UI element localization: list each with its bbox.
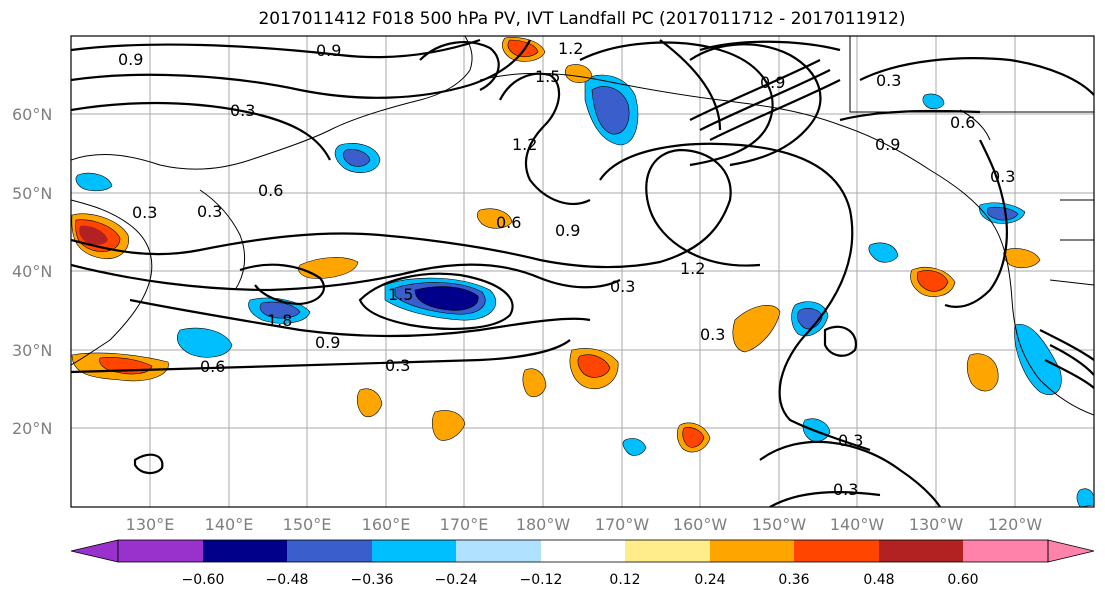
contour-label: 0.6 [496, 213, 521, 232]
contour-label: 0.3 [385, 356, 410, 375]
lon-label: 150°W [752, 515, 807, 534]
lat-label: 50°N [12, 184, 52, 203]
contour-label: 0.3 [197, 202, 222, 221]
colorbar-tick-label: −0.48 [266, 572, 309, 588]
lat-label: 30°N [12, 341, 52, 360]
colorbar-tick-label: −0.12 [520, 572, 563, 588]
lon-label: 130°W [909, 515, 964, 534]
contour-label: 0.3 [230, 101, 255, 120]
contour-label: 0.9 [315, 333, 340, 352]
longitude-labels: 130°E 140°E 150°E 160°E 170°E 180°W 170°… [126, 515, 1043, 534]
colorbar-tick-label: 0.36 [778, 572, 809, 588]
lat-label: 60°N [12, 105, 52, 124]
map-frame [70, 35, 1095, 508]
colorbar-tick-label: −0.36 [351, 572, 394, 588]
lon-label: 130°E [126, 515, 175, 534]
colorbar-bin [287, 540, 372, 562]
colorbar-bin [203, 540, 287, 562]
contour-label: 0.6 [258, 181, 283, 200]
lon-label: 150°E [283, 515, 332, 534]
colorbar-tick-label: −0.24 [435, 572, 478, 588]
contour-label: 1.2 [512, 135, 537, 154]
colorbar-bin [794, 540, 879, 562]
contour-label: 1.8 [267, 311, 292, 330]
contour-label: 1.5 [535, 67, 560, 86]
contour-label: 0.3 [876, 71, 901, 90]
contour-label: 0.3 [990, 167, 1015, 186]
lon-label: 170°E [440, 515, 489, 534]
lon-label: 160°E [362, 515, 411, 534]
map-panel: 0.9 0.9 1.2 1.5 0.3 0.6 0.3 1.2 0.6 0.9 … [70, 35, 1095, 508]
lat-label: 40°N [12, 262, 52, 281]
colorbar-bin [625, 540, 710, 562]
contour-label: 0.3 [833, 480, 858, 499]
contour-label: 0.9 [760, 73, 785, 92]
contour-label: 0.6 [950, 113, 975, 132]
lon-label: 140°W [830, 515, 885, 534]
colorbar-bin [541, 540, 625, 562]
lat-label: 20°N [12, 419, 52, 438]
colorbar-extend-min [70, 539, 119, 563]
colorbar-tick-label: 0.24 [694, 572, 725, 588]
colorbar-bin [372, 540, 456, 562]
lon-label: 170°W [595, 515, 650, 534]
lon-label: 180°W [516, 515, 571, 534]
contour-label: 1.2 [680, 259, 705, 278]
colorbar-bin [118, 540, 203, 562]
contour-label: 1.2 [558, 39, 583, 58]
colorbar-frame [117, 539, 1049, 563]
contour-label: 0.9 [875, 135, 900, 154]
colorbar: −0.60 −0.48 −0.36 −0.24 −0.12 0.12 0.24 … [70, 539, 1095, 588]
latitude-labels: 60°N 50°N 40°N 30°N 20°N [12, 105, 52, 438]
colorbar-tick-label: −0.60 [182, 572, 225, 588]
colorbar-bin [710, 540, 794, 562]
contour-label: 1.5 [388, 285, 413, 304]
colorbar-bin [879, 540, 963, 562]
colorbar-tick-label: 0.48 [863, 572, 894, 588]
lon-label: 140°E [205, 515, 254, 534]
colorbar-tick-label: 0.60 [947, 572, 978, 588]
contour-label: 0.3 [700, 325, 725, 344]
contour-labels: 0.9 0.9 1.2 1.5 0.3 0.6 0.3 1.2 0.6 0.9 … [118, 39, 1015, 499]
contour-label: 0.9 [555, 221, 580, 240]
pv-contours [71, 38, 1094, 507]
contour-label: 0.3 [838, 431, 863, 450]
contour-label: 0.3 [610, 277, 635, 296]
colorbar-bin [456, 540, 541, 562]
contour-label: 0.3 [132, 203, 157, 222]
lon-label: 160°W [673, 515, 728, 534]
colorbar-extend-max [1047, 539, 1095, 563]
contour-label: 0.9 [316, 41, 341, 60]
lon-label: 120°W [988, 515, 1043, 534]
colorbar-bin [963, 540, 1048, 562]
contour-label: 0.6 [200, 357, 225, 376]
contour-label: 0.9 [118, 50, 143, 69]
map-title: 2017011412 F018 500 hPa PV, IVT Landfall… [258, 9, 906, 29]
colorbar-tick-label: 0.12 [609, 572, 640, 588]
